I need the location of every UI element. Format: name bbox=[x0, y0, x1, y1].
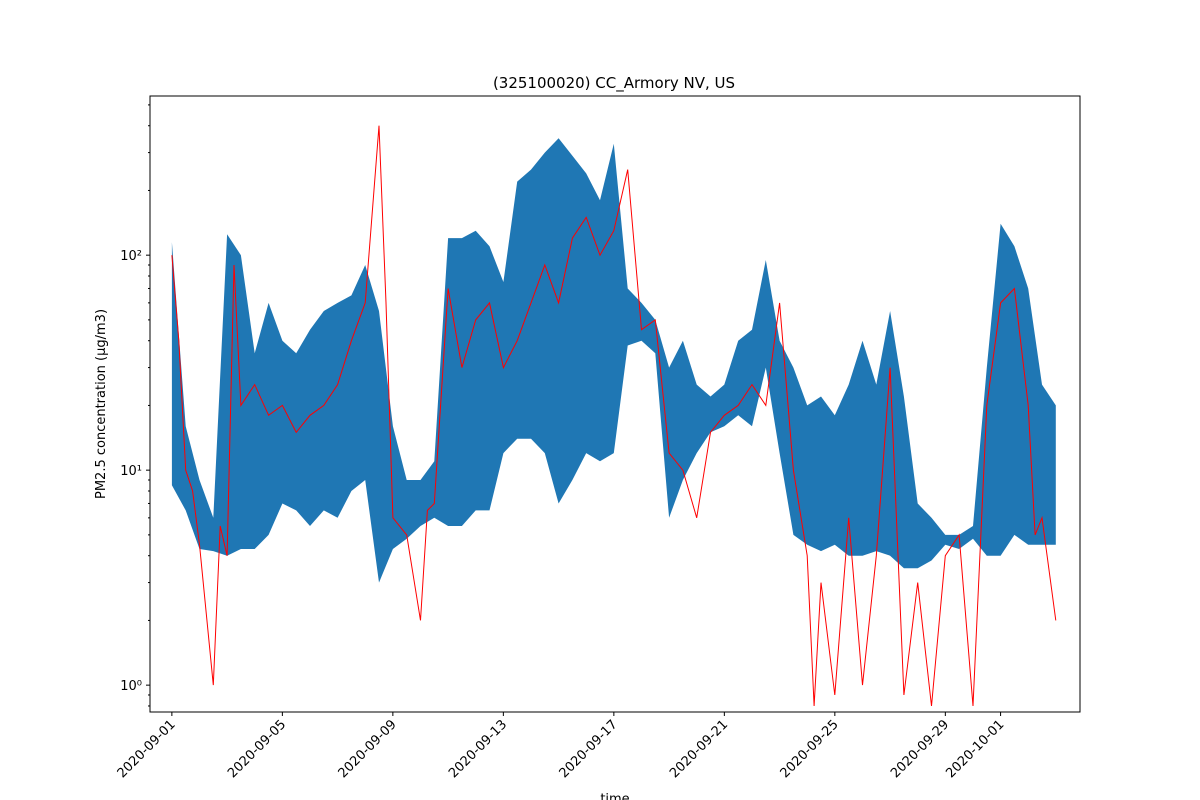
y-tick-label: 10² bbox=[120, 249, 142, 264]
plot-frame bbox=[149, 95, 1081, 713]
y-axis: 10⁰ 10¹ 10² bbox=[120, 104, 150, 707]
x-tick-label: 2020-09-09 bbox=[336, 717, 400, 781]
x-tick-label: 2020-10-01 bbox=[943, 717, 1007, 781]
x-tick-label: 2020-09-01 bbox=[115, 717, 179, 781]
chart-title: (325100020) CC_Armory NV, US bbox=[493, 74, 735, 93]
x-tick-label: 2020-09-21 bbox=[667, 717, 731, 781]
x-axis-label: time bbox=[600, 792, 629, 800]
x-tick-label: 2020-09-13 bbox=[446, 717, 510, 781]
y-tick-label: 10⁰ bbox=[120, 679, 142, 694]
x-tick-label: 2020-09-29 bbox=[888, 717, 952, 781]
y-axis-label: PM2.5 concentration (μg/m3) bbox=[94, 309, 109, 499]
x-tick-label: 2020-09-05 bbox=[225, 717, 289, 781]
x-tick-label: 2020-09-17 bbox=[557, 717, 621, 781]
x-tick-label: 2020-09-25 bbox=[778, 717, 842, 781]
series-line-observed bbox=[171, 125, 1057, 707]
series-band bbox=[171, 138, 1056, 583]
y-tick-label: 10¹ bbox=[120, 464, 142, 479]
x-axis: 2020-09-01 2020-09-05 2020-09-09 2020-09-13… bbox=[115, 712, 1007, 781]
plot-area bbox=[171, 125, 1057, 707]
